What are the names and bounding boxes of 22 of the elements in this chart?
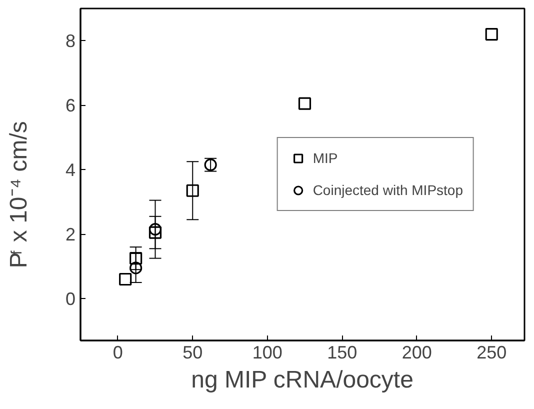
y-tick-label: 0 <box>65 289 76 310</box>
point <box>485 28 498 41</box>
x-tick-label: 150 <box>327 342 358 362</box>
y-tick-label: 8 <box>65 31 76 52</box>
point <box>130 262 142 274</box>
y-tick-label: 4 <box>65 160 76 180</box>
x-axis-title: ng MIP cRNA/oocyte <box>191 366 414 394</box>
point <box>298 97 312 110</box>
point <box>186 184 199 197</box>
x-tick-label: 100 <box>252 342 282 362</box>
legend-label: Coinjected with MIPstop <box>312 182 463 198</box>
x-tick-label: 0 <box>112 342 123 362</box>
point <box>148 226 162 239</box>
y-axis-title: Pf x 10⁻⁴ cm/s <box>6 121 32 268</box>
y-tick-label: 6 <box>65 96 76 116</box>
x-tick-label: 200 <box>402 342 432 362</box>
point <box>119 272 132 286</box>
x-tick-label: 50 <box>182 342 203 362</box>
y-tick-label: 2 <box>65 224 76 245</box>
legend-label: MIP <box>312 150 338 166</box>
x-tick-label: 250 <box>476 342 507 362</box>
point <box>130 252 142 265</box>
